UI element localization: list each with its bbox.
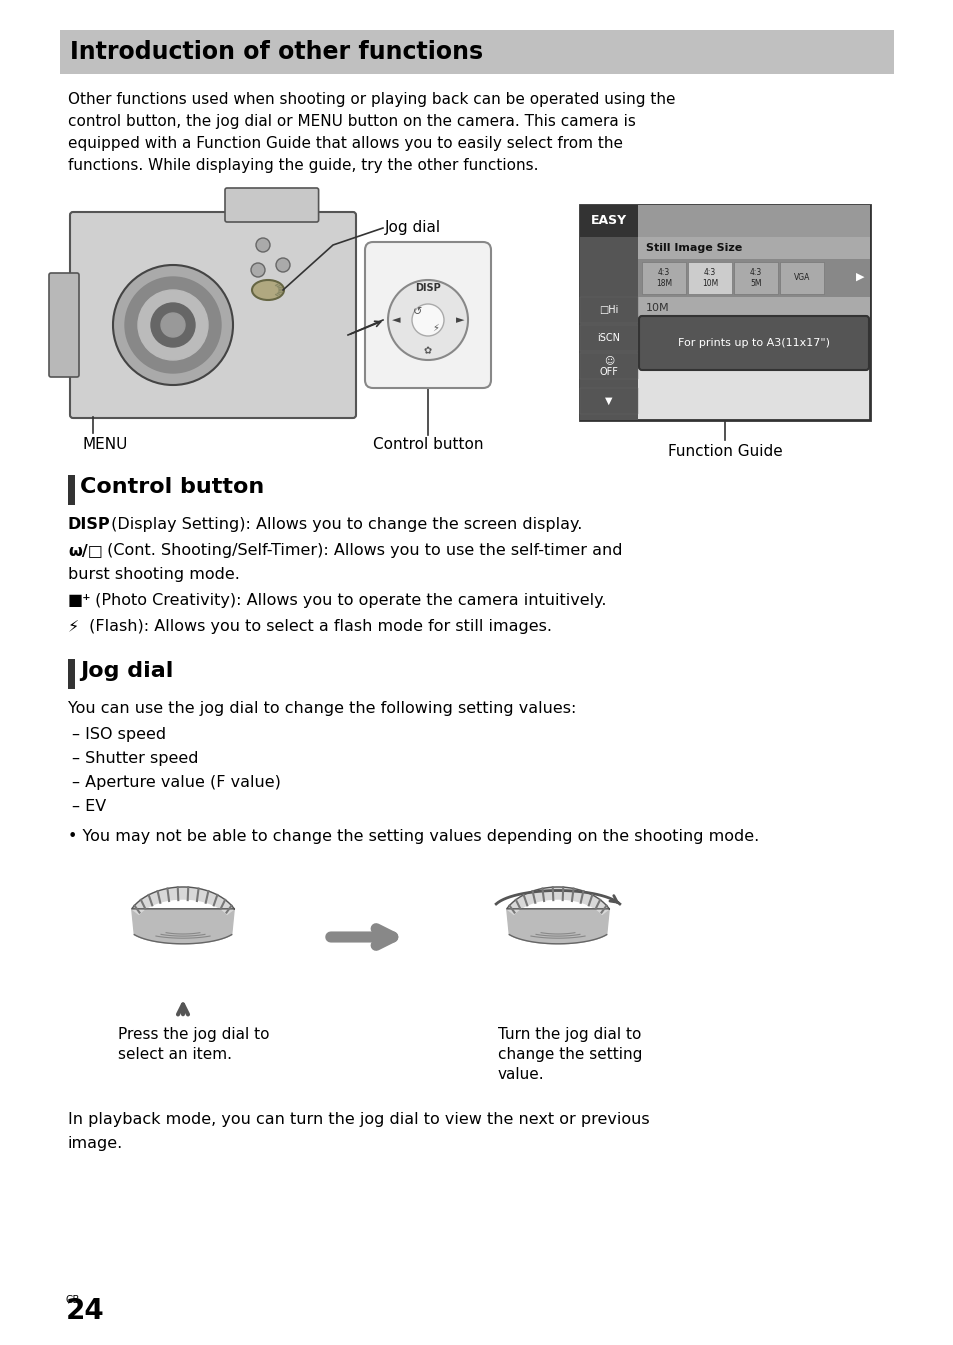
Text: ⚡: ⚡ <box>432 323 439 334</box>
Circle shape <box>388 280 468 360</box>
Text: 4:3
5M: 4:3 5M <box>749 268 761 288</box>
Text: (Photo Creativity): Allows you to operate the camera intuitively.: (Photo Creativity): Allows you to operat… <box>90 593 606 608</box>
Text: ▶: ▶ <box>855 272 863 282</box>
Text: (Display Setting): Allows you to change the screen display.: (Display Setting): Allows you to change … <box>106 516 581 533</box>
Text: – ISO speed: – ISO speed <box>71 728 166 742</box>
Text: ►: ► <box>456 315 464 325</box>
Text: VGA: VGA <box>793 273 809 282</box>
Text: Control button: Control button <box>80 477 264 498</box>
Text: • You may not be able to change the setting values depending on the shooting mod: • You may not be able to change the sett… <box>68 829 759 845</box>
Text: ■⁺: ■⁺ <box>68 593 91 608</box>
Bar <box>638 297 869 319</box>
Text: image.: image. <box>68 1137 123 1151</box>
FancyBboxPatch shape <box>49 273 79 377</box>
Bar <box>60 30 893 74</box>
Bar <box>780 262 823 295</box>
Bar <box>579 325 638 351</box>
Text: Control button: Control button <box>373 437 483 452</box>
Bar <box>579 204 869 420</box>
Text: 10M: 10M <box>645 303 669 313</box>
Circle shape <box>151 303 194 347</box>
Bar <box>638 237 869 260</box>
Text: Jog dial: Jog dial <box>385 221 440 235</box>
Text: Still Image Size: Still Image Size <box>645 243 741 253</box>
Bar <box>733 262 778 295</box>
Bar <box>638 260 869 297</box>
Text: DISP: DISP <box>415 282 440 293</box>
Text: □Hi: □Hi <box>598 305 618 315</box>
Ellipse shape <box>252 280 284 300</box>
Text: ◄: ◄ <box>392 315 400 325</box>
Text: 4:3
18M: 4:3 18M <box>656 268 671 288</box>
Bar <box>579 387 638 414</box>
Text: (Flash): Allows you to select a flash mode for still images.: (Flash): Allows you to select a flash mo… <box>84 619 552 633</box>
Circle shape <box>125 277 221 373</box>
Bar <box>68 659 75 689</box>
Circle shape <box>251 264 265 277</box>
Text: For prints up to A3(11x17"): For prints up to A3(11x17") <box>678 338 829 348</box>
Text: Introduction of other functions: Introduction of other functions <box>70 40 482 65</box>
Text: MENU: MENU <box>83 437 129 452</box>
Text: In playback mode, you can turn the jog dial to view the next or previous: In playback mode, you can turn the jog d… <box>68 1112 649 1127</box>
Circle shape <box>112 265 233 385</box>
FancyBboxPatch shape <box>365 242 491 387</box>
Text: Jog dial: Jog dial <box>80 660 173 681</box>
Text: equipped with a Function Guide that allows you to easily select from the: equipped with a Function Guide that allo… <box>68 136 622 151</box>
Bar <box>641 262 685 295</box>
Polygon shape <box>132 909 234 944</box>
FancyBboxPatch shape <box>225 188 318 222</box>
Circle shape <box>275 258 290 272</box>
Text: control button, the jog dial or MENU button on the camera. This camera is: control button, the jog dial or MENU but… <box>68 114 636 129</box>
Polygon shape <box>132 886 234 915</box>
Bar <box>579 352 638 379</box>
Bar <box>579 297 638 323</box>
Bar <box>579 204 638 420</box>
Text: ↺: ↺ <box>413 307 422 317</box>
Text: ▼: ▼ <box>604 395 612 406</box>
Text: ⚡: ⚡ <box>68 619 79 633</box>
Text: Other functions used when shooting or playing back can be operated using the: Other functions used when shooting or pl… <box>68 91 675 108</box>
Text: Turn the jog dial to
change the setting
value.: Turn the jog dial to change the setting … <box>497 1028 641 1081</box>
Text: functions. While displaying the guide, try the other functions.: functions. While displaying the guide, t… <box>68 157 537 174</box>
Text: – Aperture value (F value): – Aperture value (F value) <box>71 775 280 790</box>
Bar <box>638 204 869 237</box>
Text: ✿: ✿ <box>423 346 432 356</box>
Polygon shape <box>506 909 609 944</box>
Text: burst shooting mode.: burst shooting mode. <box>68 568 239 582</box>
Text: – EV: – EV <box>71 799 106 814</box>
Text: Function Guide: Function Guide <box>667 444 781 459</box>
Circle shape <box>138 291 208 360</box>
Text: ☺
OFF: ☺ OFF <box>598 355 618 377</box>
Bar <box>68 475 75 504</box>
Text: – Shutter speed: – Shutter speed <box>71 751 198 767</box>
Bar <box>687 262 731 295</box>
Circle shape <box>255 238 270 252</box>
Text: iSCN: iSCN <box>597 334 619 343</box>
Text: (Cont. Shooting/Self-Timer): Allows you to use the self-timer and: (Cont. Shooting/Self-Timer): Allows you … <box>102 543 622 558</box>
Text: ω/□: ω/□ <box>68 543 103 558</box>
Circle shape <box>161 313 185 338</box>
Polygon shape <box>506 886 609 915</box>
Text: 24: 24 <box>66 1297 105 1325</box>
Text: EASY: EASY <box>590 214 626 227</box>
FancyBboxPatch shape <box>70 213 355 418</box>
Text: Press the jog dial to
select an item.: Press the jog dial to select an item. <box>118 1028 269 1061</box>
FancyBboxPatch shape <box>639 316 868 370</box>
Circle shape <box>412 304 443 336</box>
Text: DISP: DISP <box>68 516 111 533</box>
Text: GB: GB <box>66 1295 80 1305</box>
Text: You can use the jog dial to change the following setting values:: You can use the jog dial to change the f… <box>68 701 576 716</box>
Text: 4:3
10M: 4:3 10M <box>701 268 718 288</box>
Bar <box>579 204 638 237</box>
